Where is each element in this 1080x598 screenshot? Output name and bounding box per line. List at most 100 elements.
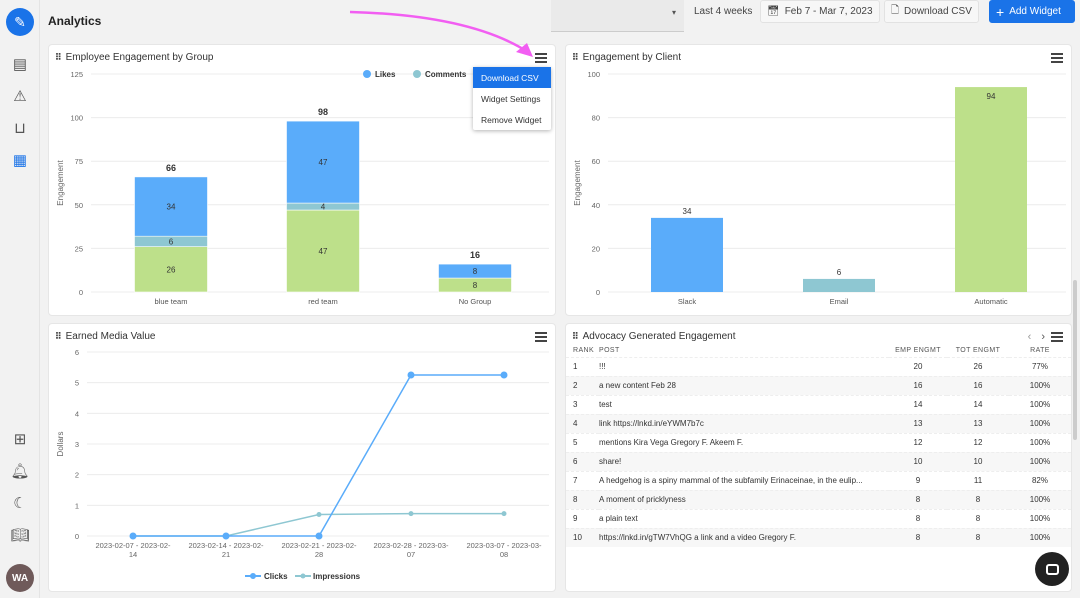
widget-title: ⠿ Engagement by Client xyxy=(572,52,681,63)
legend-clicks-label: Clicks xyxy=(264,572,288,581)
widget-menu-dropdown: Download CSV Widget Settings Remove Widg… xyxy=(473,67,551,130)
bar-segment xyxy=(438,263,512,279)
x-tick-label: 14 xyxy=(129,550,137,559)
x-tick-label: 28 xyxy=(315,550,323,559)
x-tick-label: No Group xyxy=(459,297,492,306)
moon-icon[interactable]: ☾ xyxy=(13,495,27,512)
x-tick-label: 2023-02-14 - 2023-02- xyxy=(188,541,264,550)
widget-title: ⠿ Earned Media Value xyxy=(55,331,155,342)
download-csv-button[interactable]: 🗋 Download CSV xyxy=(884,0,979,23)
date-range-button[interactable]: 📅︎ Feb 7 - Mar 7, 2023 xyxy=(760,0,880,23)
x-tick-label: Slack xyxy=(678,297,697,306)
table-row[interactable]: 5 mentions Kira Vega Gregory F. Akeem F. 1… xyxy=(566,432,1071,452)
menu-item-remove-widget[interactable]: Remove Widget xyxy=(481,114,542,125)
x-tick-label: Email xyxy=(830,297,849,306)
menu-item-download-csv[interactable]: Download CSV xyxy=(473,67,551,88)
y-axis-label: Dollars xyxy=(56,432,65,457)
tot-engmt-cell: 11 xyxy=(947,470,1009,490)
analytics-icon[interactable]: ▦ xyxy=(12,152,28,169)
widget-advocacy-engagement: ⠿ Advocacy Generated Engagement ‹ › RANK P… xyxy=(565,323,1072,592)
x-tick-label: 2023-03-07 - 2023-03- xyxy=(466,541,542,550)
table-row[interactable]: 1!!! 20 26 77% xyxy=(566,356,1071,376)
scrollbar[interactable] xyxy=(1073,280,1077,440)
engagement-table: RANK POST EMP ENGMT TOT ENGMT RATE 1!!! 2… xyxy=(566,344,1071,547)
drag-handle-icon[interactable]: ⠿ xyxy=(572,52,579,62)
chevron-right-icon[interactable]: › xyxy=(1041,331,1045,343)
bar-value-label: 26 xyxy=(167,265,176,274)
bar-total-label: 16 xyxy=(470,250,480,260)
tot-engmt-cell: 14 xyxy=(947,394,1009,414)
widget-engagement-by-group: ⠿ Employee Engagement by Group 0 25 50 75 100… xyxy=(48,44,556,316)
table-row[interactable]: 10 https://lnkd.in/gTW7VhQG a link and a … xyxy=(566,527,1071,547)
col-emp-engmt: EMP ENGMT xyxy=(895,346,941,354)
chat-button[interactable] xyxy=(1035,552,1069,586)
data-point xyxy=(407,371,415,379)
rank-cell: 7 xyxy=(566,470,599,490)
bar-total-label: 66 xyxy=(166,163,176,173)
menu-item-widget-settings[interactable]: Widget Settings xyxy=(481,93,541,104)
apps-add-icon[interactable]: ⊞ xyxy=(13,431,27,448)
widget-title: ⠿ Employee Engagement by Group xyxy=(55,52,213,63)
table-row[interactable]: 6 share! 10 10 100% xyxy=(566,451,1071,471)
y-axis-label: Engagement xyxy=(56,160,65,206)
tot-engmt-cell: 8 xyxy=(947,508,1009,528)
filter-select[interactable]: ▾ xyxy=(551,0,684,32)
data-point xyxy=(222,532,230,540)
bar-value-label: 6 xyxy=(837,268,842,277)
emp-engmt-cell: 8 xyxy=(889,527,947,547)
rate-cell: 100% xyxy=(1009,394,1071,414)
rate-cell: 100% xyxy=(1009,432,1071,452)
drag-handle-icon[interactable]: ⠿ xyxy=(572,331,579,341)
post-cell: test xyxy=(599,394,889,414)
sidebar: ✎ ▤ ⚠ ⊔ ▦ ⊞ 🔔︎ ☾ 📖︎ WA xyxy=(0,0,40,598)
download-csv-label: Download CSV xyxy=(904,6,972,17)
avatar[interactable]: WA xyxy=(6,564,34,592)
alert-triangle-icon[interactable]: ⚠ xyxy=(13,88,27,105)
x-tick-label: 08 xyxy=(500,550,508,559)
hamburger-menu-icon[interactable] xyxy=(535,53,547,63)
tot-engmt-cell: 10 xyxy=(947,451,1009,471)
series-line-clicks xyxy=(133,374,504,537)
emp-engmt-cell: 12 xyxy=(889,432,947,452)
x-tick-label: Automatic xyxy=(974,297,1008,306)
book-icon[interactable]: 📖︎ xyxy=(10,527,30,544)
y-tick-label: 0 xyxy=(596,288,600,297)
bar-segment xyxy=(286,120,360,204)
hamburger-menu-icon[interactable] xyxy=(535,332,547,342)
col-tot-engmt: TOT ENGMT xyxy=(955,346,1001,354)
add-widget-button[interactable]: + Add Widget xyxy=(989,0,1075,23)
table-row[interactable]: 3 test 14 14 100% xyxy=(566,394,1071,414)
bar-value-label: 4 xyxy=(321,203,326,212)
emp-engmt-cell: 14 xyxy=(889,394,947,414)
drag-handle-icon[interactable]: ⠿ xyxy=(55,331,62,341)
newspaper-icon[interactable]: ▤ xyxy=(12,56,28,73)
bell-icon[interactable]: 🔔︎ xyxy=(10,463,30,480)
x-tick-label: 2023-02-28 - 2023-03- xyxy=(373,541,449,550)
rank-cell: 2 xyxy=(566,375,599,395)
rate-cell: 82% xyxy=(1009,470,1071,490)
hamburger-menu-icon[interactable] xyxy=(1051,332,1063,342)
y-tick-label: 20 xyxy=(592,244,600,253)
table-row[interactable]: 4 link https://lnkd.in/eYWM7b7c 13 13 100% xyxy=(566,413,1071,433)
hamburger-menu-icon[interactable] xyxy=(1051,53,1063,63)
drag-handle-icon[interactable]: ⠿ xyxy=(55,52,62,62)
inbox-icon[interactable]: ⊔ xyxy=(14,120,26,137)
post-cell: mentions Kira Vega Gregory F. Akeem F. xyxy=(599,432,889,452)
rank-cell: 3 xyxy=(566,394,599,414)
rate-cell: 100% xyxy=(1009,527,1071,547)
widget-engagement-by-client: ⠿ Engagement by Client 0 20 40 60 80 100 Engage… xyxy=(565,44,1072,316)
y-tick-label: 1 xyxy=(75,501,79,510)
rate-cell: 100% xyxy=(1009,489,1071,509)
widget-earned-media-value: ⠿ Earned Media Value 0 1 2 3 4 5 6 Dollars 2023-0… xyxy=(48,323,556,592)
legend-impressions-label: Impressions xyxy=(313,572,361,581)
rank-cell: 5 xyxy=(566,432,599,452)
emp-engmt-cell: 8 xyxy=(889,489,947,509)
compose-icon[interactable]: ✎ xyxy=(6,8,34,36)
legend-likes-label: Likes xyxy=(375,70,396,79)
chevron-left-icon[interactable]: ‹ xyxy=(1027,331,1032,343)
range-label[interactable]: Last 4 weeks xyxy=(694,6,753,17)
